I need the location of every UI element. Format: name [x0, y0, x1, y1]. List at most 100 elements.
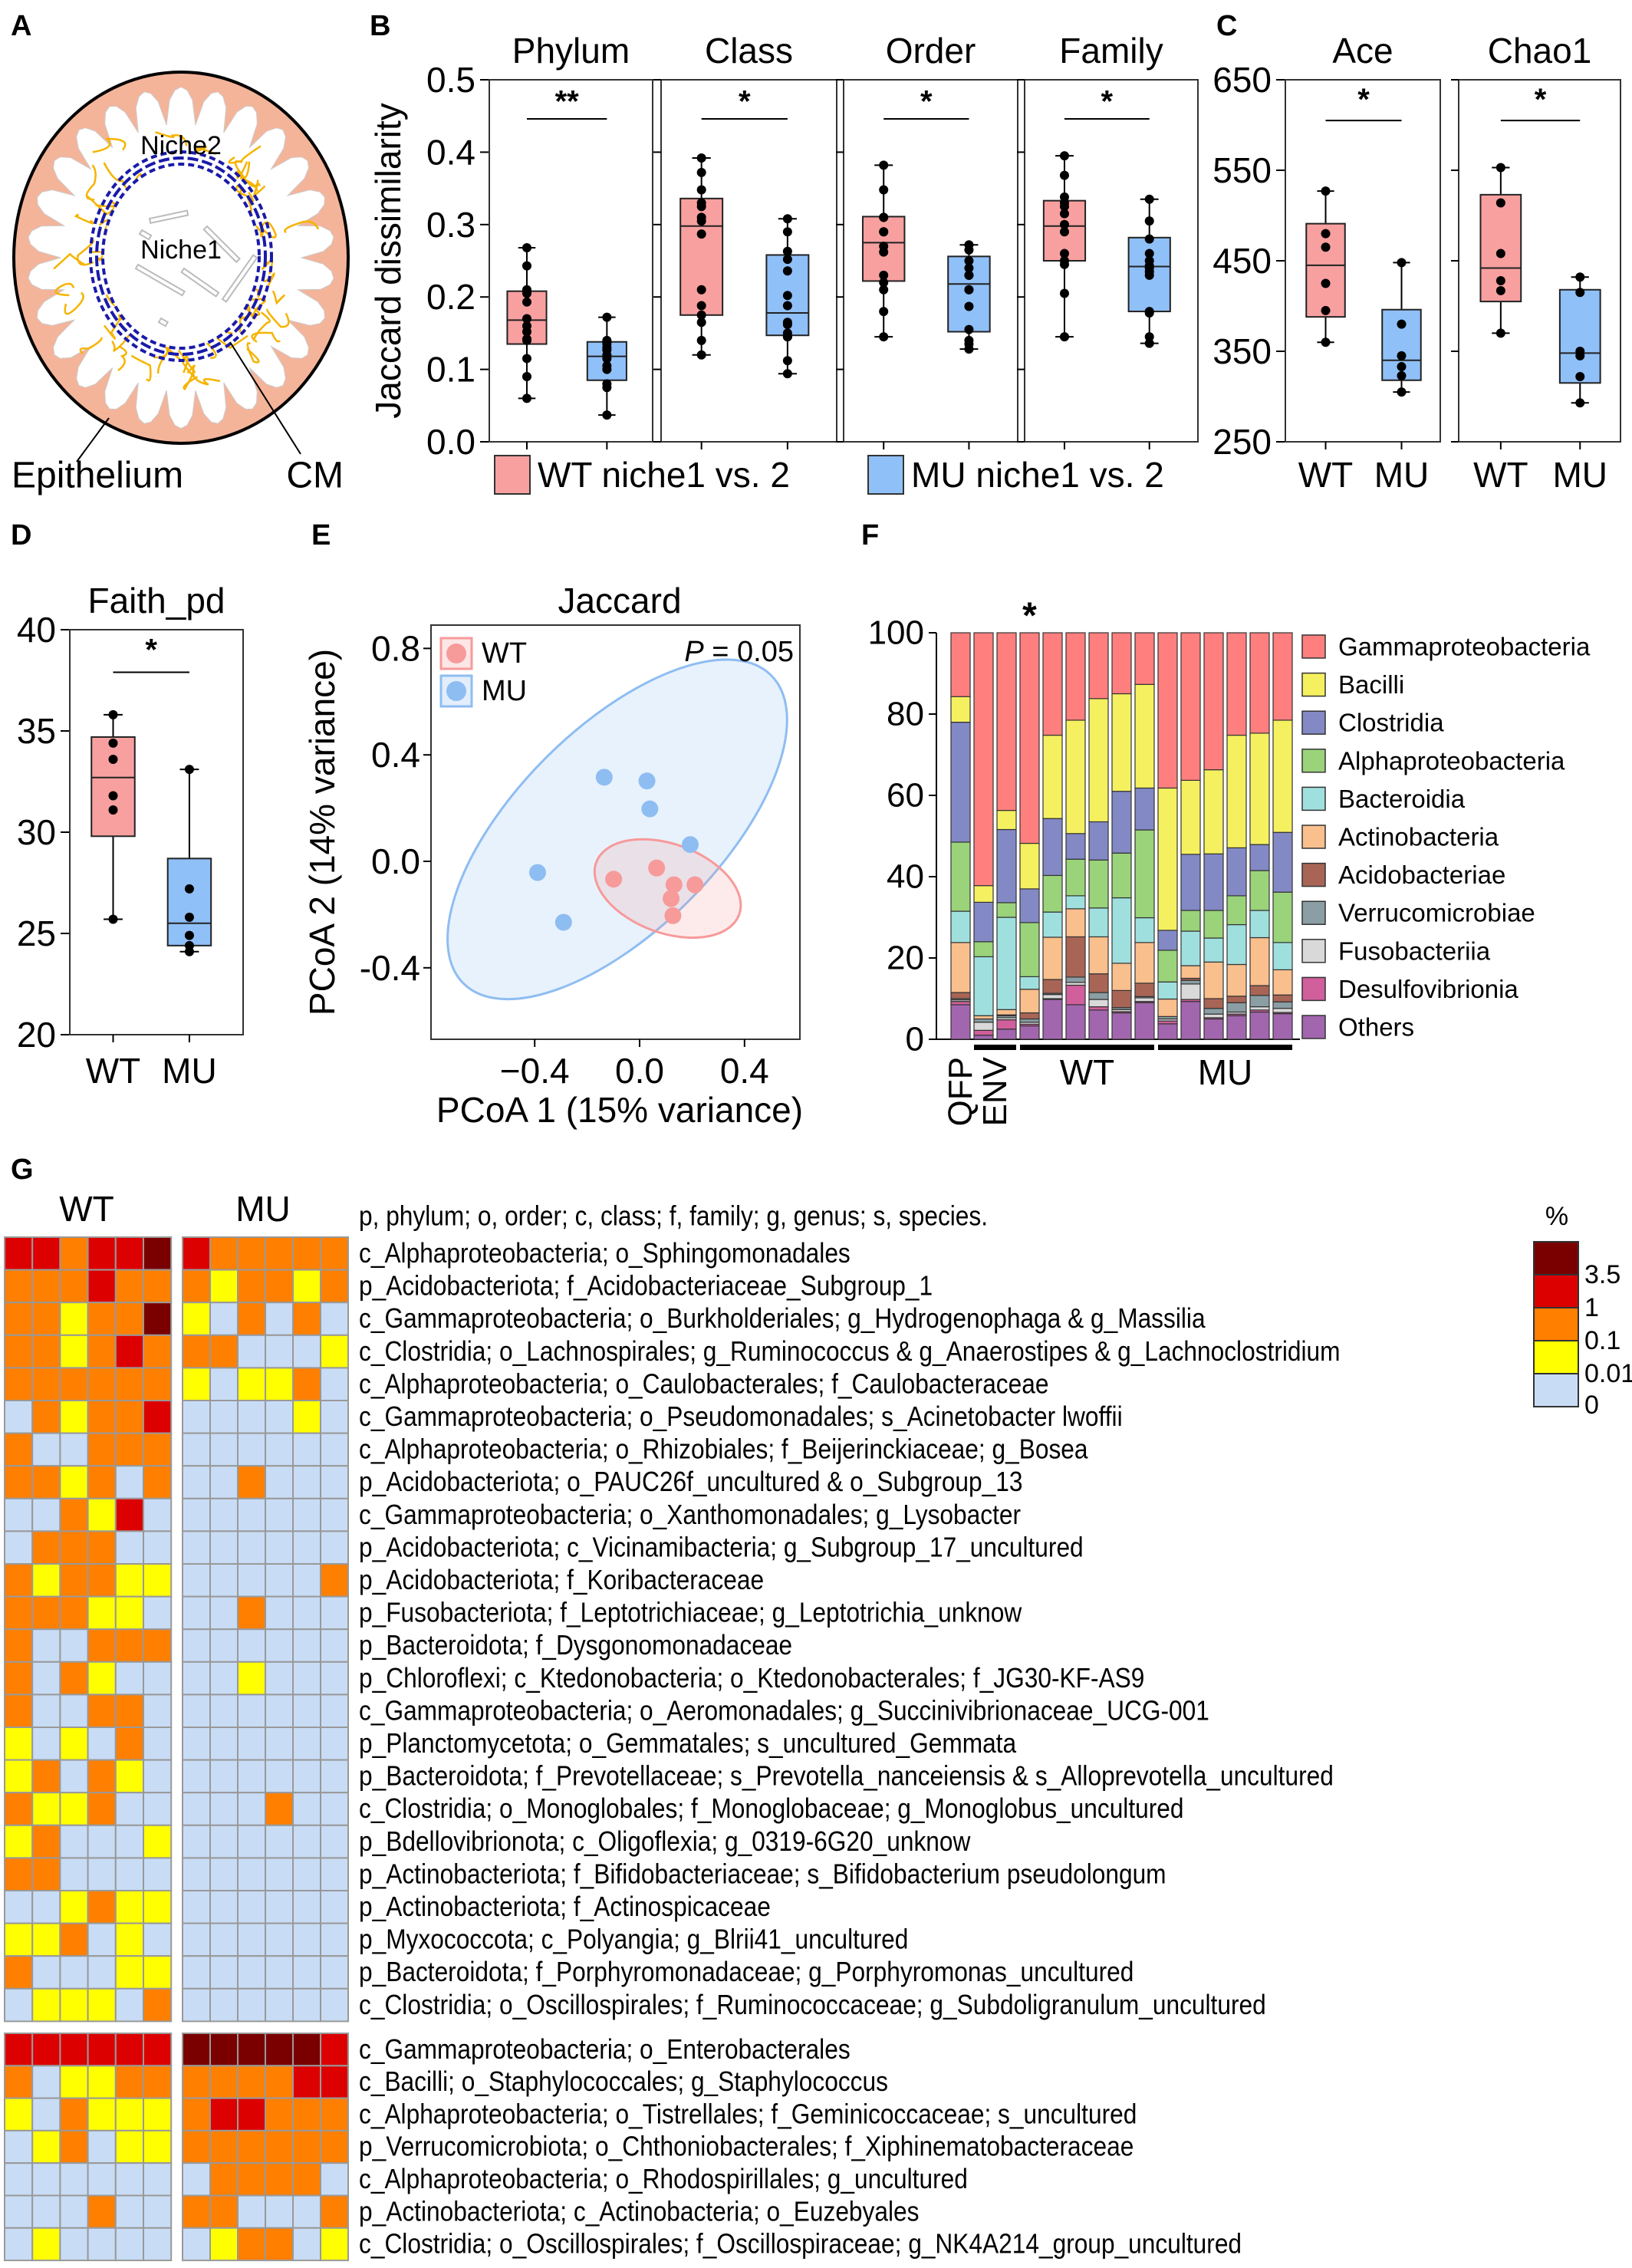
iqr-box	[90, 736, 136, 838]
heatmap-cell-wt	[143, 1987, 173, 2023]
data-point	[602, 364, 612, 374]
data-point	[522, 372, 531, 382]
taxon-label: c_Alphaproteobacteria; o_Rhodospirillale…	[359, 2164, 968, 2194]
y-tick-label: 25	[17, 913, 56, 953]
y-tick-label: 0	[906, 1021, 924, 1058]
cm-layer	[95, 156, 267, 356]
heatmap-cell-wt	[31, 1432, 61, 1467]
point-wt	[665, 876, 683, 894]
bar-segment-acidobacteriae	[1065, 936, 1086, 978]
bar-segment-bacilli	[973, 885, 994, 903]
box-wt	[1479, 163, 1522, 449]
heatmap-cell-mu	[265, 1432, 294, 1467]
data-point	[964, 324, 974, 334]
heatmap-cell-mu	[320, 2162, 349, 2197]
bar-segment-actinobacteria	[1157, 998, 1178, 1017]
data-point	[696, 301, 706, 311]
heatmap-cell-wt	[31, 1987, 61, 2023]
box-wt	[1042, 151, 1087, 449]
legend-swatch	[1301, 939, 1326, 963]
data-point	[782, 246, 792, 256]
group-label-mu: MU	[1198, 1052, 1253, 1092]
bar-segment-bacteroidia	[1226, 923, 1247, 966]
bar-7	[1088, 632, 1109, 1040]
bar-segment-actinobacteria	[996, 1009, 1017, 1015]
significance-stars: **	[555, 84, 580, 118]
heatmap-cell-mu	[265, 1987, 294, 2023]
x-tick-label: −0.4	[500, 1051, 570, 1091]
heatmap-cell-wt	[31, 1890, 61, 1924]
heatmap-cell-mu	[237, 1400, 266, 1434]
data-point	[696, 229, 706, 239]
heatmap-cell-wt	[4, 1530, 34, 1565]
cm-label: CM	[286, 456, 344, 496]
bar-segment-actinobacteria	[1134, 942, 1155, 984]
epithelium-label: Epithelium	[12, 456, 183, 496]
heatmap-cell-mu	[209, 2227, 239, 2262]
taxon-label: p_Actinobacteriota; f_Actinospicaceae	[359, 1891, 771, 1922]
heatmap-cell-mu	[320, 1530, 349, 1565]
heatmap-cell-mu	[209, 1236, 239, 1271]
taxon-label: p_Fusobacteriota; f_Leptotrichiaceae; g_…	[359, 1598, 1022, 1628]
heatmap-cell-wt	[4, 1727, 34, 1761]
panel-label-f: F	[861, 519, 879, 551]
heatmap-row: c_Bacilli; o_Staphylococcales; g_Staphyl…	[4, 2065, 888, 2099]
box-mu	[1381, 258, 1422, 449]
heatmap-cell-mu	[292, 2097, 321, 2131]
box-wt	[1305, 186, 1346, 449]
data-point	[696, 350, 706, 360]
data-point	[1321, 305, 1331, 315]
heatmap-cell-mu	[209, 1727, 239, 1761]
bar-segment-bacteroidia	[1134, 917, 1155, 943]
y-tick-label: 250	[1212, 422, 1272, 462]
data-point	[879, 212, 889, 222]
bar-segment-others	[950, 1004, 971, 1040]
bar-segment-bacilli	[1088, 698, 1109, 823]
heatmap-cell-mu	[182, 1563, 211, 1598]
heatmap-cell-wt	[114, 2065, 145, 2099]
y-tick-label: 0.2	[426, 277, 475, 317]
heatmap-cell-mu	[237, 1497, 266, 1532]
taxon-label: p_Myxococcota; c_Polyangia; g_Blrii41_un…	[359, 1924, 908, 1955]
heatmap-cell-mu	[237, 1824, 266, 1859]
heatmap-cell-mu	[237, 1890, 266, 1924]
mucus-fiber	[252, 311, 271, 341]
heatmap-cell-mu	[320, 1432, 349, 1467]
bar-segment-bacteroidia	[973, 956, 994, 1016]
heatmap-cell-wt	[143, 1694, 173, 1728]
data-point	[522, 314, 531, 324]
bar-segment-gammaproteobacteria	[1249, 632, 1270, 734]
bar-segment-bacilli	[1134, 683, 1155, 789]
y-tick-label: 80	[887, 696, 924, 733]
significance-stars: *	[145, 633, 157, 667]
heatmap-cell-mu	[237, 2097, 266, 2131]
bar-segment-bacilli	[1065, 719, 1086, 834]
heatmap-cell-wt	[4, 2129, 34, 2164]
heatmap-row: c_Clostridia; o_Lachnospirales; g_Rumino…	[4, 1334, 1341, 1369]
data-point	[1059, 151, 1069, 161]
heatmap-cell-wt	[59, 1595, 89, 1631]
heatmap-cell-mu	[265, 1595, 294, 1631]
heatmap-cell-mu	[320, 1857, 349, 1891]
heatmap-cell-wt	[143, 2033, 173, 2067]
data-point	[782, 214, 792, 224]
legend-swatch	[1301, 862, 1326, 887]
data-point	[1397, 387, 1407, 397]
heatmap-cell-wt	[31, 1563, 61, 1598]
heatmap-cell-mu	[292, 1432, 321, 1467]
heatmap-cell-wt	[114, 1987, 145, 2023]
heatmap-cell-wt	[4, 1236, 34, 1271]
heatmap-cell-wt	[4, 1334, 34, 1369]
heatmap-cell-wt	[87, 1563, 117, 1598]
heatmap-cell-wt	[87, 2065, 117, 2099]
heatmap-cell-mu	[292, 1334, 321, 1369]
heatmap-row: c_Gammaproteobacteria; o_Pseudomonadales…	[4, 1400, 1123, 1434]
heatmap-row: p_Acidobacteriota; f_Acidobacteriaceae_S…	[4, 1269, 933, 1304]
heatmap-cell-mu	[182, 2065, 211, 2099]
box-mu	[166, 765, 212, 1042]
mucus-fiber	[192, 367, 221, 386]
mucus-fiber	[228, 145, 262, 164]
heatmap-cell-wt	[114, 1694, 145, 1728]
point-wt	[663, 890, 680, 907]
heatmap-row: c_Gammaproteobacteria; o_Xanthomonadales…	[4, 1497, 1021, 1532]
